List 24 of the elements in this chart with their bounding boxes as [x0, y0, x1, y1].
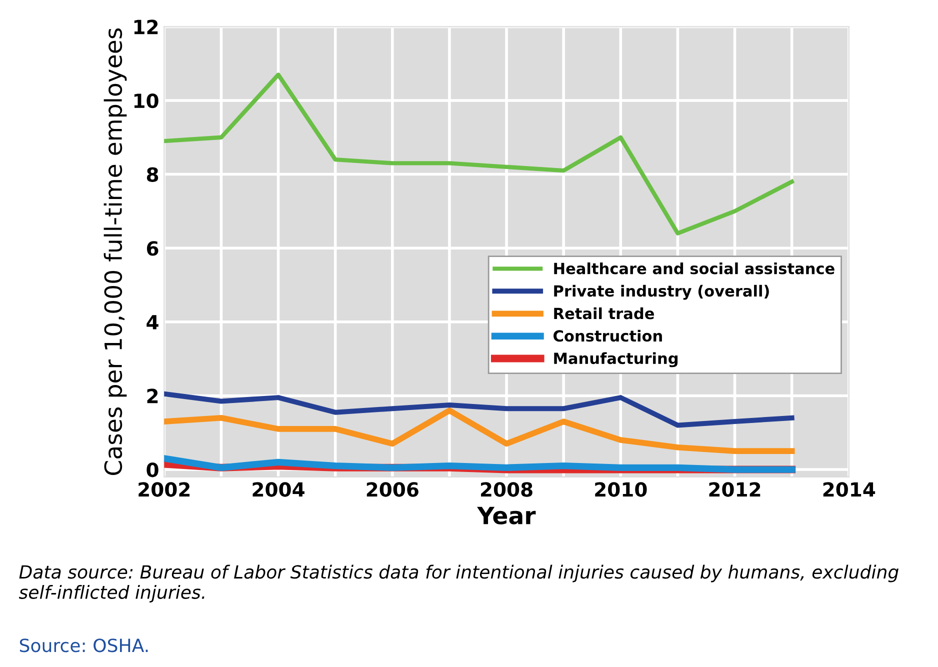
y-tick-label: 2 — [147, 388, 158, 404]
source-note: Data source: Bureau of Labor Statistics data for intentional injuries caused by humans, excluding self-inflicted injuries. — [18, 564, 898, 602]
legend-label: Private industry (overall) — [554, 284, 769, 300]
legend-label: Manufacturing — [554, 352, 678, 368]
source-note: Source: OSHA. — [20, 638, 148, 652]
line-series — [164, 72, 794, 236]
x-axis-title: Year — [477, 506, 536, 524]
y-axis-title: Cases per 10,000 full-time employees — [104, 28, 127, 475]
y-tick-label: 4 — [146, 315, 158, 330]
x-tick-label: 2008 — [481, 482, 532, 497]
y-tick-label: 10 — [134, 93, 158, 108]
y-tick-label: 6 — [146, 241, 158, 256]
legend-label: Healthcare and social assistance — [554, 262, 834, 274]
legend-label: Construction — [554, 330, 662, 342]
x-tick-label: 2002 — [138, 482, 190, 497]
x-tick-label: 2010 — [595, 482, 647, 497]
legend-label: Retail trade — [554, 307, 654, 320]
y-tick-label: 8 — [146, 167, 158, 182]
x-tick-label: 2012 — [709, 482, 760, 497]
x-tick-label: 2004 — [252, 482, 304, 497]
x-tick-label: 2014 — [823, 482, 876, 497]
x-tick-label: 2006 — [366, 482, 418, 497]
y-tick-label: 12 — [134, 20, 158, 34]
y-tick-label: 0 — [146, 462, 158, 478]
